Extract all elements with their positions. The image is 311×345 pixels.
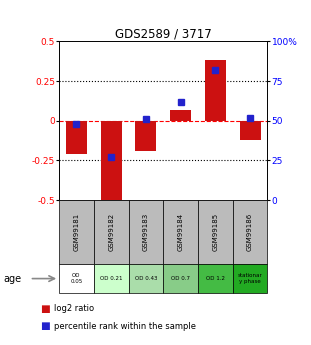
Bar — [101, 121, 122, 203]
Text: GSM99186: GSM99186 — [247, 213, 253, 251]
Bar — [128, 264, 163, 293]
Text: GSM99184: GSM99184 — [178, 213, 183, 251]
Text: log2 ratio: log2 ratio — [54, 304, 95, 313]
Bar — [163, 200, 198, 264]
Text: ■: ■ — [40, 304, 50, 314]
Bar — [59, 264, 94, 293]
Text: GSM99182: GSM99182 — [108, 213, 114, 251]
Bar — [170, 110, 191, 121]
Bar — [240, 121, 261, 140]
Text: GSM99185: GSM99185 — [212, 213, 218, 251]
Text: percentile rank within the sample: percentile rank within the sample — [54, 322, 197, 331]
Bar — [94, 264, 128, 293]
Bar — [136, 121, 156, 151]
Text: stationar
y phase: stationar y phase — [238, 273, 262, 284]
Text: GSM99183: GSM99183 — [143, 213, 149, 251]
Text: age: age — [3, 274, 21, 284]
Text: OD 1.2: OD 1.2 — [206, 276, 225, 281]
Bar — [233, 264, 267, 293]
Text: GSM99181: GSM99181 — [73, 213, 79, 251]
Bar — [233, 200, 267, 264]
Bar — [59, 200, 94, 264]
Text: OD 0.21: OD 0.21 — [100, 276, 123, 281]
Bar — [198, 264, 233, 293]
Bar — [128, 200, 163, 264]
Bar — [205, 60, 226, 121]
Bar — [94, 200, 128, 264]
Bar — [163, 264, 198, 293]
Bar — [198, 200, 233, 264]
Bar — [66, 121, 87, 154]
Text: OD 0.7: OD 0.7 — [171, 276, 190, 281]
Title: GDS2589 / 3717: GDS2589 / 3717 — [115, 27, 212, 40]
Text: OD 0.43: OD 0.43 — [135, 276, 157, 281]
Text: ■: ■ — [40, 321, 50, 331]
Text: OD
0.05: OD 0.05 — [70, 273, 83, 284]
